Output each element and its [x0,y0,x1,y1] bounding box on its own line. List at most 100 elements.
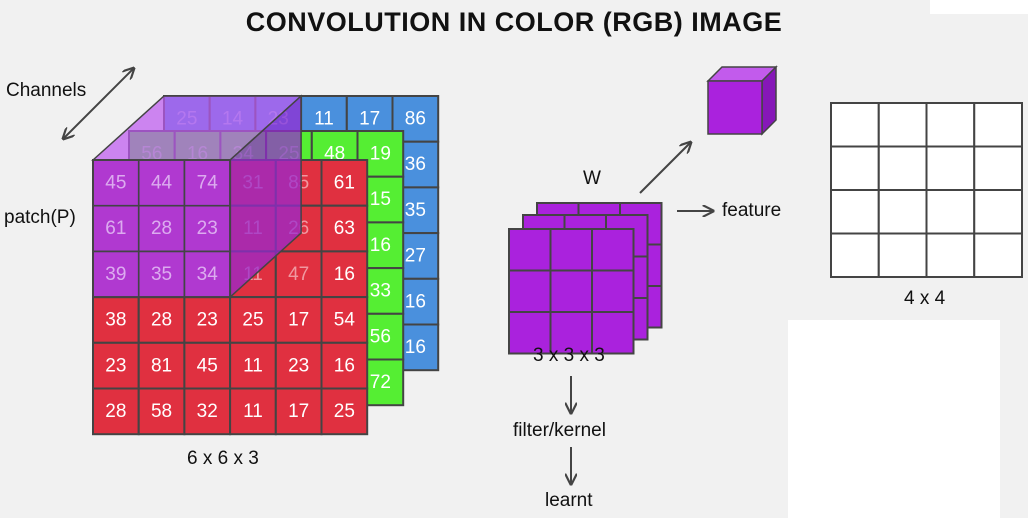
output-cube [706,65,778,136]
filter-cell [549,228,593,272]
patch-label: patch(P) [4,207,76,228]
channels-arrow [64,69,133,138]
blue-value: 27 [405,246,426,267]
filter-cell [549,311,593,355]
patch-value: 35 [151,264,172,285]
red-cell [274,387,323,436]
output-cell [877,145,928,191]
blue-value: 17 [359,109,380,130]
blue-value: 16 [405,291,426,312]
red-value: 61 [334,173,355,194]
red-cell [183,341,232,390]
filter-kernel-cube [508,202,663,355]
output-grid [830,102,1023,278]
output-cell [925,145,976,191]
patch-value: 44 [151,173,173,194]
green-value: 33 [370,281,391,302]
red-value: 47 [288,264,309,285]
patch-value: 23 [197,218,218,239]
red-value: 23 [197,310,218,331]
red-cell [320,250,369,299]
patch-value: 34 [197,264,219,285]
output-cell [830,189,880,235]
red-value: 54 [334,310,356,331]
blue-value: 86 [405,109,426,130]
red-value: 45 [197,355,218,376]
whiteout-top-right [930,0,1028,14]
red-value: 17 [288,310,309,331]
green-value: 72 [370,372,391,393]
red-cell [320,204,369,253]
red-cell [137,387,186,436]
filter-cell [591,269,635,313]
red-value: 63 [334,218,355,239]
red-cell [274,250,323,299]
input-dims-label: 6 x 6 x 3 [187,448,259,469]
output-cell [830,232,880,278]
output-cell [830,145,880,191]
red-value: 16 [334,264,355,285]
patch-value: 61 [105,218,126,239]
filter-cell [549,269,593,313]
red-cell [274,341,323,390]
red-cell [137,341,186,390]
blue-value: 16 [405,337,426,358]
output-cell [877,189,928,235]
w-label: W [583,168,601,189]
red-value: 28 [151,310,172,331]
output-cell [830,102,880,148]
red-value: 25 [334,401,355,422]
channels-label: Channels [6,80,87,101]
page-title: CONVOLUTION IN COLOR (RGB) IMAGE [245,7,783,37]
patch-value: 45 [105,173,126,194]
output-cell [973,102,1023,148]
red-value: 81 [151,355,172,376]
red-value: 32 [197,401,218,422]
filter-dims-label: 3 x 3 x 3 [533,345,605,366]
patch-highlight: 45 44 74 61 28 23 39 35 34 [91,94,304,299]
red-value: 23 [105,355,126,376]
green-value: 19 [370,144,391,165]
output-cell [973,232,1023,278]
red-value: 23 [288,355,309,376]
w-arrow [639,143,690,194]
blue-value: 36 [405,154,426,175]
output-cell [973,145,1023,191]
filter-cell [591,311,635,355]
filter-cell [591,228,635,272]
red-value: 25 [242,310,263,331]
filter-kernel-label: filter/kernel [513,420,606,441]
feature-label: feature [722,200,782,221]
green-value: 15 [370,189,391,210]
whiteout-bottom-right [788,320,1000,518]
green-value: 16 [370,235,391,256]
patch-value: 74 [197,173,219,194]
red-value: 11 [243,355,263,376]
red-cell [320,387,369,436]
filter-cell [508,228,552,272]
green-value: 56 [370,326,391,347]
output-cell [925,232,976,278]
output-cell [925,102,976,148]
filter-cell [508,269,552,313]
output-dims-label: 4 x 4 [904,288,946,309]
patch-value: 39 [105,264,126,285]
red-value: 28 [105,401,126,422]
red-cell [183,387,232,436]
output-cell [877,232,928,278]
blue-value: 35 [405,200,426,221]
patch-front-face [92,159,232,299]
red-value: 11 [243,401,263,422]
red-value: 16 [334,355,355,376]
output-cell [925,189,976,235]
red-value: 38 [105,310,126,331]
output-cell [973,189,1023,235]
output-cell [877,102,928,148]
red-value: 17 [288,401,309,422]
filter-cell [508,311,552,355]
patch-value: 28 [151,218,172,239]
patch-cell [183,250,231,298]
learnt-label: learnt [545,490,593,511]
red-value: 58 [151,401,172,422]
